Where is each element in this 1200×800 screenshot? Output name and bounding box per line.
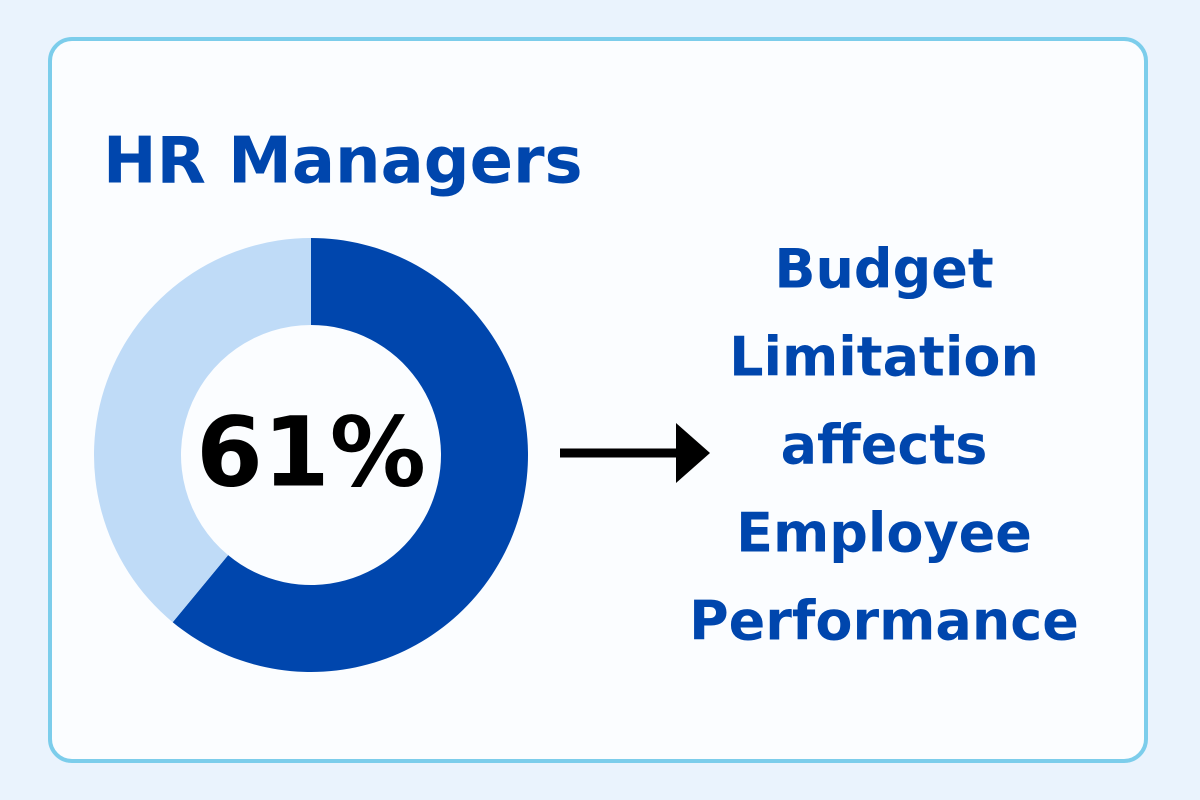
center-value-label: 61% [196,396,426,508]
card [48,37,1148,763]
annotation-line: Limitation [729,326,1039,389]
annotation-line: Budget [774,238,993,301]
arrow-head [676,423,710,483]
chart-title: HR Managers [103,125,583,199]
annotation-line: affects [781,414,988,477]
donut-segment [172,238,528,672]
donut-segment [94,238,312,623]
annotation-line: Employee [736,502,1032,565]
annotation-line: Performance [689,590,1079,653]
